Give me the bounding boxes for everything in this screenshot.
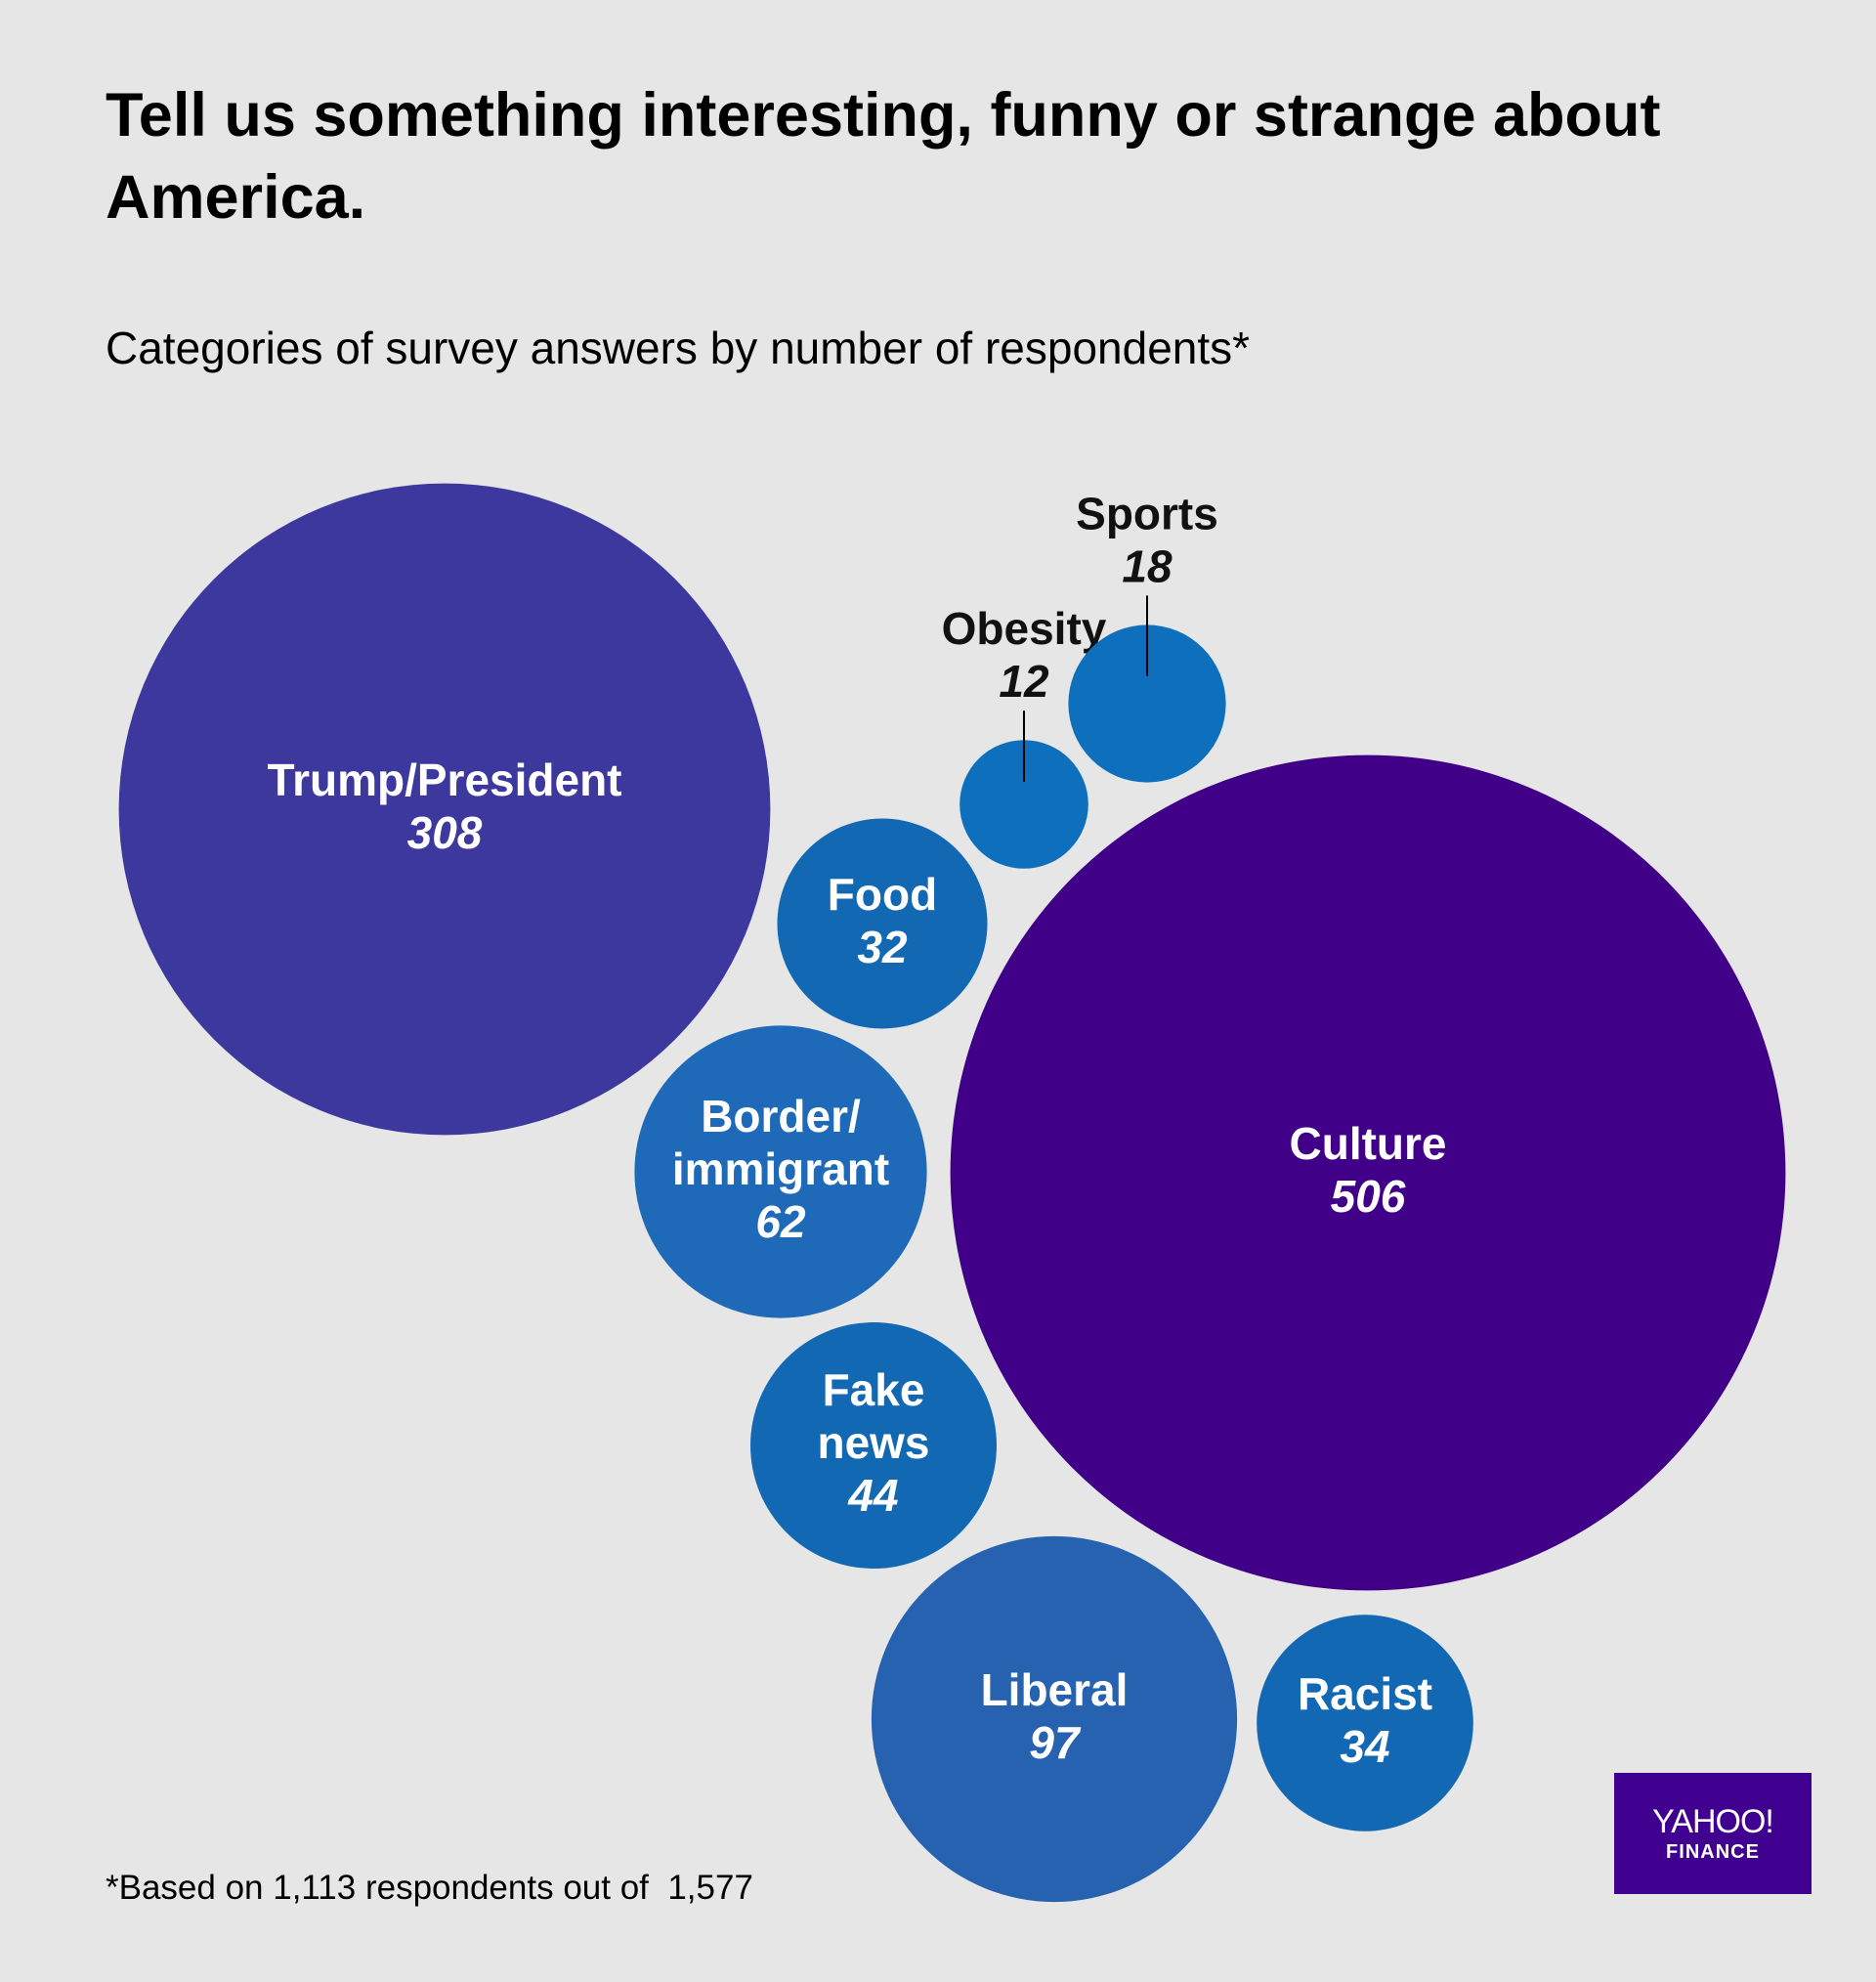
- bubble-circle-food: [777, 818, 988, 1029]
- bubble-value-racist: 34: [1340, 1721, 1389, 1772]
- bubble-value-fake-news: 44: [847, 1470, 898, 1521]
- bubble-circle-sports: [1068, 625, 1226, 783]
- bubble-label-trump-president: Trump/President: [268, 754, 622, 805]
- bubble-label-fake-news: Fake: [823, 1364, 925, 1415]
- bubble-label-culture: Culture: [1290, 1118, 1447, 1169]
- bubble-circle-liberal: [871, 1535, 1238, 1903]
- bubble-value-liberal: 97: [1029, 1717, 1082, 1768]
- bubble-label-food: Food: [828, 869, 937, 920]
- bubble-circle-fake-news: [750, 1322, 997, 1569]
- bubble-circle-border-immigrant: [634, 1025, 927, 1318]
- bubble-value-food: 32: [857, 922, 908, 972]
- chart-title: Tell us something interesting, funny or …: [106, 81, 1661, 232]
- bubble-label-border-immigrant: immigrant: [672, 1143, 889, 1194]
- bubble-value-sports: 18: [1122, 540, 1172, 591]
- bubble-label-obesity: Obesity: [942, 603, 1107, 654]
- bubble-label-liberal: Liberal: [981, 1664, 1129, 1715]
- bubble-circle-culture: [950, 754, 1786, 1591]
- bubble-value-trump-president: 308: [407, 807, 483, 858]
- bubble-circle-racist: [1257, 1615, 1473, 1831]
- bubble-value-obesity: 12: [999, 656, 1049, 707]
- bubble-value-culture: 506: [1331, 1171, 1406, 1222]
- chart-subtitle: Categories of survey answers by number o…: [106, 323, 1251, 373]
- yahoo-finance-logo: YAHOO! FINANCE: [1614, 1773, 1812, 1894]
- bubble-circle-obesity: [959, 740, 1088, 869]
- footnote: *Based on 1,113 respondents out of 1,577: [106, 1869, 753, 1907]
- logo-line-2: FINANCE: [1666, 1841, 1760, 1863]
- bubble-label-fake-news: news: [817, 1417, 929, 1468]
- bubble-value-border-immigrant: 62: [755, 1196, 806, 1247]
- bubble-label-racist: Racist: [1298, 1668, 1432, 1719]
- bubble-label-border-immigrant: Border/: [701, 1091, 861, 1142]
- bubble-circle-trump-president: [118, 483, 771, 1136]
- logo-line-1: YAHOO!: [1652, 1803, 1774, 1840]
- bubble-label-sports: Sports: [1076, 488, 1218, 539]
